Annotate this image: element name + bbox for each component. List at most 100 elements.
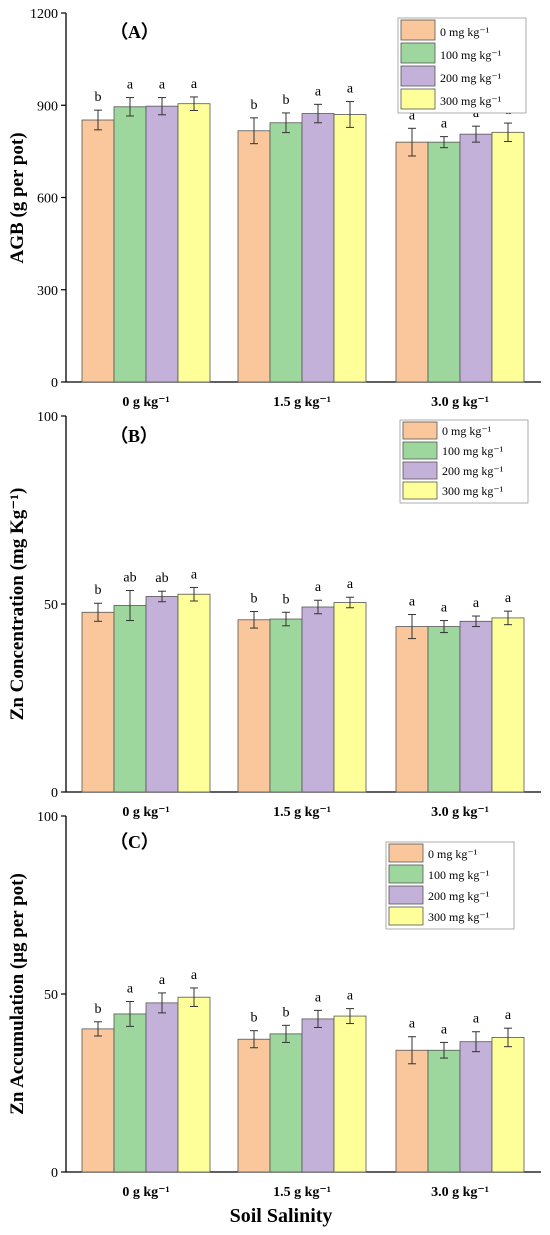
legend: 0 mg kg⁻¹ 100 mg kg⁻¹ 200 mg kg⁻¹ 300 mg kg… <box>385 841 515 930</box>
bar <box>491 1037 525 1173</box>
legend-swatch <box>402 421 438 440</box>
y-tick-label: 600 <box>37 192 58 207</box>
significance-letter: a <box>315 84 322 99</box>
y-axis-label: Zn Concentration (mg Kg⁻¹) <box>7 488 28 721</box>
y-tick-label: 0 <box>51 1166 58 1181</box>
bar <box>177 996 211 1173</box>
bar <box>395 626 429 793</box>
legend-entry: 0 mg kg⁻¹ <box>428 847 478 861</box>
y-tick-label: 0 <box>51 376 58 391</box>
legend-entry: 100 mg kg⁻¹ <box>440 48 502 62</box>
significance-letter: a <box>315 990 322 1005</box>
legend-entry: 300 mg kg⁻¹ <box>442 484 504 498</box>
significance-letter: b <box>283 592 290 607</box>
significance-letter: a <box>473 1012 480 1027</box>
y-tick-label: 100 <box>37 410 58 425</box>
bar <box>333 1015 367 1173</box>
x-tick-label: 1.5 g kg⁻¹ <box>273 1185 331 1200</box>
x-tick-label: 3.0 g kg⁻¹ <box>431 805 489 820</box>
bar <box>301 1018 335 1173</box>
significance-letter: b <box>95 90 102 105</box>
significance-letter: a <box>441 1022 448 1037</box>
significance-letter: a <box>191 968 198 983</box>
legend-entry: 300 mg kg⁻¹ <box>440 94 502 108</box>
legend-entry: 100 mg kg⁻¹ <box>442 444 504 458</box>
legend: 0 mg kg⁻¹ 100 mg kg⁻¹ 200 mg kg⁻¹ 300 mg kg… <box>397 17 527 114</box>
significance-letter: a <box>409 108 416 123</box>
legend-entry: 300 mg kg⁻¹ <box>428 910 490 924</box>
significance-letter: a <box>473 106 480 121</box>
significance-letter: a <box>441 117 448 132</box>
significance-letter: a <box>505 591 512 606</box>
x-tick-label: 0 g kg⁻¹ <box>122 1185 169 1200</box>
significance-letter: a <box>191 77 198 92</box>
significance-letter: b <box>283 93 290 108</box>
legend-swatch <box>400 65 436 87</box>
bar <box>113 1013 147 1173</box>
significance-letter: a <box>441 601 448 616</box>
bar <box>459 620 493 793</box>
bar <box>491 617 525 793</box>
bar <box>333 114 367 383</box>
bar <box>301 113 335 383</box>
y-tick-label: 1200 <box>30 7 58 22</box>
bar <box>395 141 429 383</box>
legend-entry: 200 mg kg⁻¹ <box>440 71 502 85</box>
bar <box>269 1033 303 1173</box>
bar <box>81 1028 115 1173</box>
legend-entry: 0 mg kg⁻¹ <box>440 25 490 39</box>
legend-entry: 200 mg kg⁻¹ <box>428 889 490 903</box>
x-tick-label: 1.5 g kg⁻¹ <box>273 395 331 410</box>
y-tick-label: 100 <box>37 810 58 825</box>
chart-panel-3: 0 50 100 Zn Accumulation (μg per pot) （C） b b a… <box>7 810 541 1200</box>
bar <box>237 1038 271 1173</box>
bar <box>177 593 211 793</box>
y-axis-label: AGB (g per pot) <box>7 132 28 263</box>
panel-label: （C） <box>110 832 159 852</box>
significance-letter: b <box>283 1005 290 1020</box>
significance-letter: a <box>505 1008 512 1023</box>
bar <box>459 1041 493 1173</box>
x-tick-label: 0 g kg⁻¹ <box>122 395 169 410</box>
bar <box>301 606 335 793</box>
x-tick-label: 0 g kg⁻¹ <box>122 805 169 820</box>
significance-letter: a <box>473 596 480 611</box>
legend-swatch <box>400 19 436 41</box>
bar <box>427 141 461 383</box>
bar <box>491 131 525 383</box>
y-tick-label: 50 <box>44 598 58 613</box>
legend-swatch <box>388 906 424 926</box>
bar <box>177 103 211 383</box>
significance-letter: b <box>95 1002 102 1017</box>
bar <box>237 619 271 793</box>
significance-letter: b <box>251 592 258 607</box>
significance-letter: a <box>127 981 134 996</box>
bar <box>145 1002 179 1173</box>
panel-label: （A） <box>110 22 159 42</box>
y-tick-label: 900 <box>37 99 58 114</box>
panel-label: （B） <box>110 426 158 446</box>
significance-letter: b <box>95 583 102 598</box>
significance-letter: a <box>191 567 198 582</box>
significance-letter: b <box>251 98 258 113</box>
significance-letter: a <box>127 78 134 93</box>
legend-swatch <box>388 885 424 905</box>
bar <box>427 1049 461 1173</box>
bar <box>237 130 271 383</box>
bar <box>81 119 115 383</box>
bar <box>113 106 147 383</box>
legend-swatch <box>402 481 438 500</box>
significance-letter: a <box>347 82 354 97</box>
significance-letter: ab <box>155 571 168 586</box>
legend-entry: 100 mg kg⁻¹ <box>428 868 490 882</box>
significance-letter: ab <box>123 570 136 585</box>
x-tick-label: 3.0 g kg⁻¹ <box>431 395 489 410</box>
bar <box>113 605 147 793</box>
chart-panel-1: 0 300 600 900 1200 AGB (g per pot) （A） b b a a b a a a… <box>7 7 541 410</box>
legend-swatch <box>402 441 438 460</box>
significance-letter: b <box>251 1011 258 1026</box>
legend: 0 mg kg⁻¹ 100 mg kg⁻¹ 200 mg kg⁻¹ 300 mg kg… <box>399 419 529 504</box>
bar <box>269 618 303 793</box>
